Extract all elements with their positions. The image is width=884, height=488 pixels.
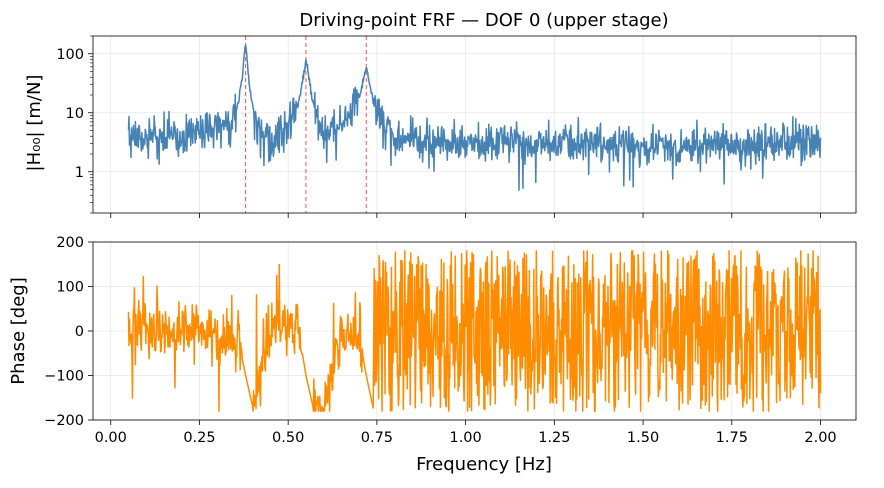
phase-y-tick-label: −200 (44, 413, 84, 429)
phase-axes-frame (92, 241, 857, 421)
phase-y-axis-label: Phase [deg] (8, 277, 29, 384)
magnitude-series-line (127, 44, 822, 192)
phase-series-line (127, 250, 822, 412)
magnitude-y-axis-label: |H₀₀| [m/N] (24, 75, 45, 172)
phase-y-tick-label: 100 (56, 280, 84, 296)
magnitude-y-tick-label: 10 (66, 106, 84, 122)
phase-x-tick-label: 0.50 (272, 430, 304, 446)
frequency-x-axis-label: Frequency [Hz] (416, 454, 552, 475)
phase-x-tick-label: 0.00 (95, 430, 127, 446)
phase-x-tick-label: 1.50 (627, 430, 659, 446)
phase-y-tick-label: −100 (44, 369, 84, 385)
phase-x-tick-label: 1.00 (449, 430, 481, 446)
chart-title: Driving-point FRF — DOF 0 (upper stage) (299, 10, 668, 31)
phase-y-tick-label: 200 (56, 235, 84, 251)
magnitude-y-tick-label: 100 (56, 47, 84, 63)
magnitude-y-tick-label: 1 (75, 165, 84, 181)
phase-x-tick-label: 0.25 (183, 430, 215, 446)
phase-x-tick-label: 0.75 (361, 430, 393, 446)
phase-y-tick-label: 0 (75, 324, 84, 340)
phase-x-tick-label: 2.00 (804, 430, 836, 446)
magnitude-axes-frame (92, 35, 857, 214)
phase-x-tick-label: 1.25 (538, 430, 570, 446)
phase-x-tick-label: 1.75 (716, 430, 748, 446)
